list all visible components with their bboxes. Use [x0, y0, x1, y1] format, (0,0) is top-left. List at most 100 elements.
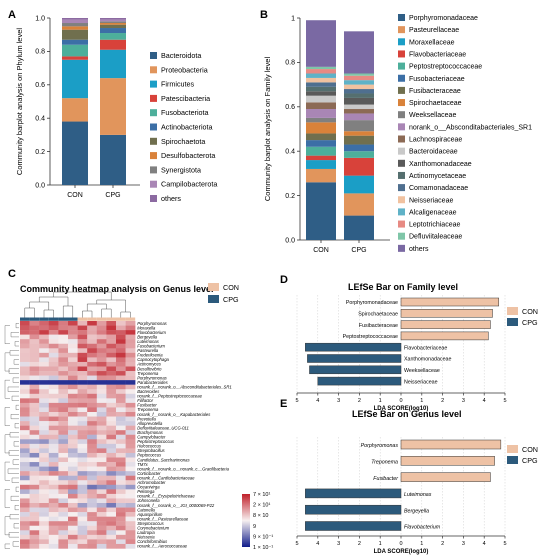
heatmap-cell [87, 516, 97, 522]
heatmap-cell [20, 489, 30, 495]
row-label: Peptococcus [137, 453, 162, 458]
heatmap-cell [58, 498, 69, 504]
heatmap-cell [58, 525, 69, 531]
lefse-bar-fusibacteraceae [400, 320, 491, 329]
heatmap-cell [68, 475, 78, 481]
legend-swatch-weeksellaceae [398, 111, 405, 119]
legend-label: CON [522, 307, 538, 316]
heatmap-cell [106, 330, 117, 335]
bar-segment-desulfobacterota [100, 23, 126, 25]
heatmap-cell [125, 521, 136, 526]
row-label: Peptostreptococcus [137, 439, 175, 444]
heatmap-cell [106, 489, 117, 495]
x-tick-label: 1 [420, 398, 423, 404]
heatmap-cell [48, 498, 59, 504]
bar-segment-patescibacteria [100, 39, 126, 50]
phylum-barplot: 0.0 0.2 0.4 0.6 0.8 1.0 Community barplot anal… [15, 15, 217, 203]
heatmap-cell [106, 430, 117, 435]
legend-swatch-neisseriaceae [398, 196, 405, 204]
heatmap-cell [58, 375, 69, 381]
y-tick-label: 0.4 [285, 149, 295, 156]
heatmap-cell [106, 384, 117, 390]
heatmap-cell [29, 393, 40, 399]
heatmap-cell [39, 412, 49, 417]
heatmap-cell [68, 421, 78, 426]
heatmap-cell [20, 398, 30, 404]
bar-segment-actinomycetaceae [306, 86, 336, 92]
heatmap-cell [77, 361, 88, 367]
bar-segment-moraxellaceae [344, 175, 374, 194]
heatmap-cell [29, 462, 40, 467]
heatmap-cell [68, 498, 78, 504]
lefse-bar-treponema [400, 456, 495, 466]
heatmap-cell [48, 380, 59, 385]
heatmap-cell [96, 339, 107, 344]
heatmap-cell [106, 366, 117, 372]
heatmap-cell [77, 434, 88, 440]
heatmap-cell [106, 439, 117, 445]
heatmap-cell [39, 489, 49, 495]
heatmap-cell [58, 480, 69, 485]
heatmap-cell [29, 407, 40, 413]
heatmap-cell [116, 430, 126, 435]
x-tick-label: 3 [337, 398, 340, 404]
heatmap-cell [116, 489, 126, 495]
heatmap-cell [106, 534, 117, 540]
dendrogram-branch [29, 301, 50, 310]
bar-segment-fusobacteriaceae [344, 144, 374, 152]
lefse-bar-label: Bergeyella [404, 508, 429, 514]
heatmap-cell [87, 498, 97, 504]
heatmap-cell [68, 425, 78, 431]
heatmap-cell [77, 475, 88, 481]
bar-segment-lachnospiraceae [306, 102, 336, 110]
legend-swatch-others [150, 195, 157, 202]
bar-segment-xanthomonadaceae [306, 91, 336, 96]
heatmap-cell [68, 543, 78, 549]
heatmap-cell [106, 507, 117, 513]
dendrogram-branch [101, 308, 112, 318]
lefse-bar-label: Spirochaetaceae [358, 312, 398, 318]
heatmap-cell [125, 439, 136, 445]
heatmap-cell [87, 539, 97, 545]
heatmap-cell [77, 416, 88, 422]
heatmap-cell [106, 525, 117, 531]
heatmap-cell [87, 412, 97, 417]
heatmap-cell [125, 339, 136, 344]
heatmap-cell [20, 321, 30, 326]
row-label: Pelistega [137, 489, 155, 494]
legend-label: Spirochaetaceae [409, 100, 462, 107]
row-label: Capnocytophaga [137, 357, 169, 362]
heatmap-cell [87, 530, 97, 536]
heatmap-cell [20, 425, 30, 431]
row-dendrogram-branch [4, 325, 10, 344]
heatmap-cell [48, 430, 59, 435]
row-dendrogram-branch [4, 434, 10, 454]
heatmap-cell [48, 512, 59, 517]
y-axis-label: Community barplot analysis on Phylum lev… [15, 28, 24, 175]
row-dendrogram-branch [9, 350, 19, 356]
bar-segment-porphyromonadaceae [306, 182, 336, 240]
heatmap-cell [77, 512, 88, 517]
row-dendrogram-branch [13, 359, 19, 365]
heatmap-cell [125, 384, 136, 390]
heatmap-cell [29, 416, 40, 422]
bar-segment-bacteroidaceae [344, 104, 374, 110]
row-label: Corticibacter [137, 471, 161, 476]
legend-label: Fusibacteraceae [409, 88, 461, 95]
heatmap-cell [20, 330, 30, 335]
heatmap-cell [68, 321, 78, 326]
heatmap-cell [29, 384, 40, 390]
heatmap-cell [39, 380, 49, 385]
row-dendrogram-branch [4, 489, 10, 508]
heatmap-cell [29, 543, 40, 549]
group-bar-cell [96, 317, 107, 321]
lefse-bar-bergeyella [305, 504, 402, 515]
heatmap-cell [68, 371, 78, 376]
legend-label: Lachnospiraceae [409, 137, 462, 144]
heatmap-cell [125, 389, 136, 394]
heatmap-cell [77, 462, 88, 467]
heatmap-cell [106, 457, 117, 463]
heatmap-cell [87, 330, 97, 335]
panel-letter-d: D [280, 274, 288, 286]
heatmap-cell [77, 480, 88, 485]
